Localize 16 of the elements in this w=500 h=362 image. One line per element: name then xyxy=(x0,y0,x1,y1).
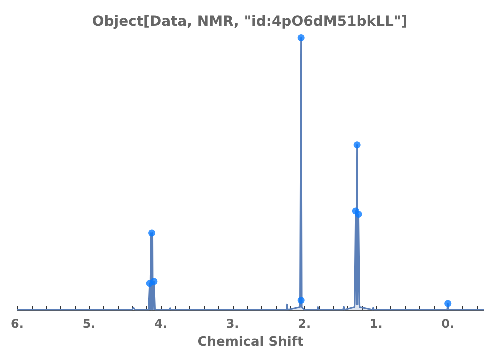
x-tick-label: 5. xyxy=(82,317,96,331)
x-tick-label: 3. xyxy=(226,317,240,331)
point xyxy=(355,211,362,218)
point xyxy=(444,300,452,308)
point xyxy=(148,230,156,237)
point xyxy=(354,142,361,149)
x-tick-label: 4. xyxy=(154,317,168,331)
point xyxy=(298,34,305,42)
x-tick-label: 2. xyxy=(298,317,312,331)
x-tick-label: 1. xyxy=(370,317,383,331)
x-tick-label: 6. xyxy=(10,317,24,331)
x-tick-label: 0. xyxy=(442,317,455,331)
chart-title: Object[Data, NMR, "id:4pO6dM51bkLL"] xyxy=(92,14,408,30)
point xyxy=(150,278,158,286)
x-axis-title: Chemical Shift xyxy=(198,335,304,350)
point xyxy=(298,296,305,304)
